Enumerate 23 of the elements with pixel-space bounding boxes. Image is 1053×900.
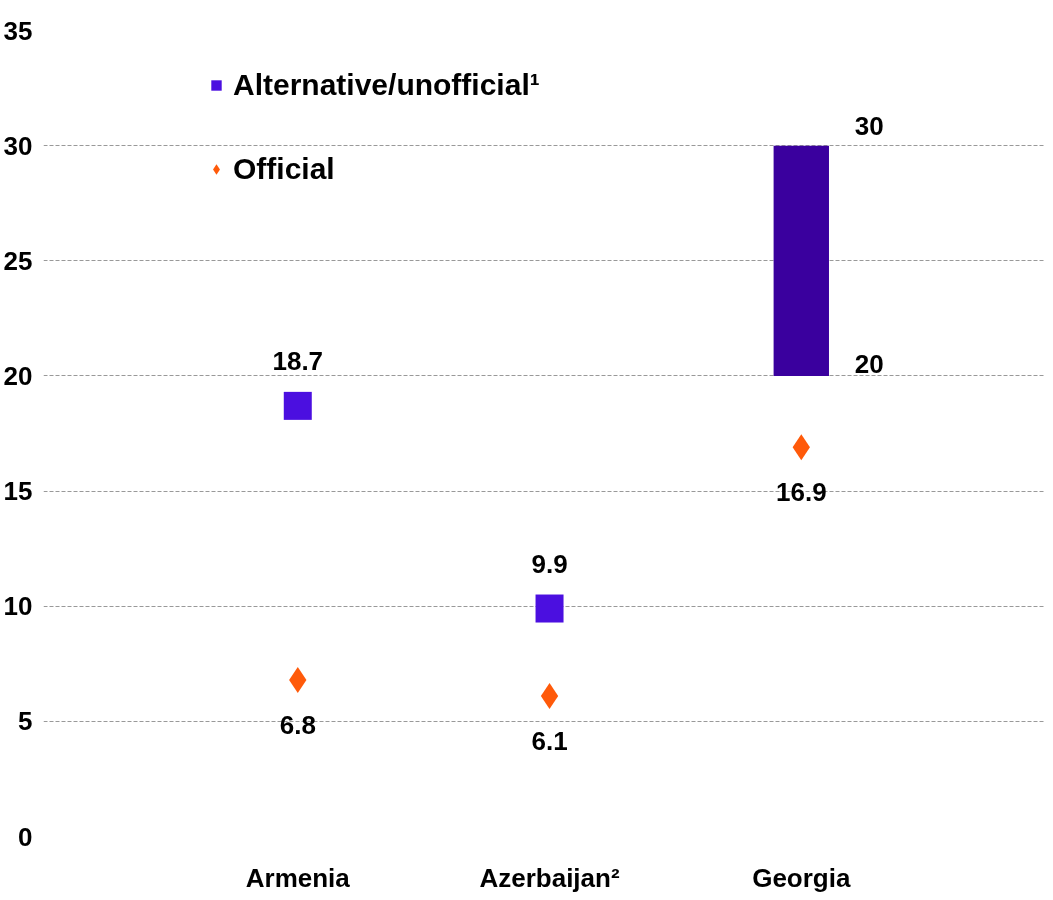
y-tick-label: 10 (3, 591, 33, 622)
y-tick-label: 20 (3, 360, 33, 391)
y-tick-label: 30 (3, 130, 33, 161)
y-tick-label: 5 (18, 706, 33, 737)
annotation: 20 (854, 348, 884, 379)
legend-label: Official (233, 152, 335, 186)
point (283, 391, 312, 420)
legend-label: Alternative/unofficial¹ (233, 68, 540, 102)
data-label: 9.9 (531, 548, 568, 579)
annotation: 30 (854, 110, 884, 141)
y-tick-label: 35 (3, 15, 33, 46)
data-label: 16.9 (775, 477, 827, 508)
x-tick-label: Azerbaijan² (479, 862, 620, 893)
x-tick-label: Georgia (752, 862, 851, 893)
data-label: 18.7 (272, 345, 324, 376)
point (540, 683, 559, 710)
point (535, 594, 564, 623)
data-label: 6.1 (531, 726, 568, 757)
y-tick-label: 0 (18, 821, 33, 852)
x-tick-label: Armenia (245, 862, 351, 893)
y-tick-label: 25 (3, 245, 33, 276)
y-tick-label: 15 (3, 476, 33, 507)
data-label: 6.8 (279, 709, 316, 740)
